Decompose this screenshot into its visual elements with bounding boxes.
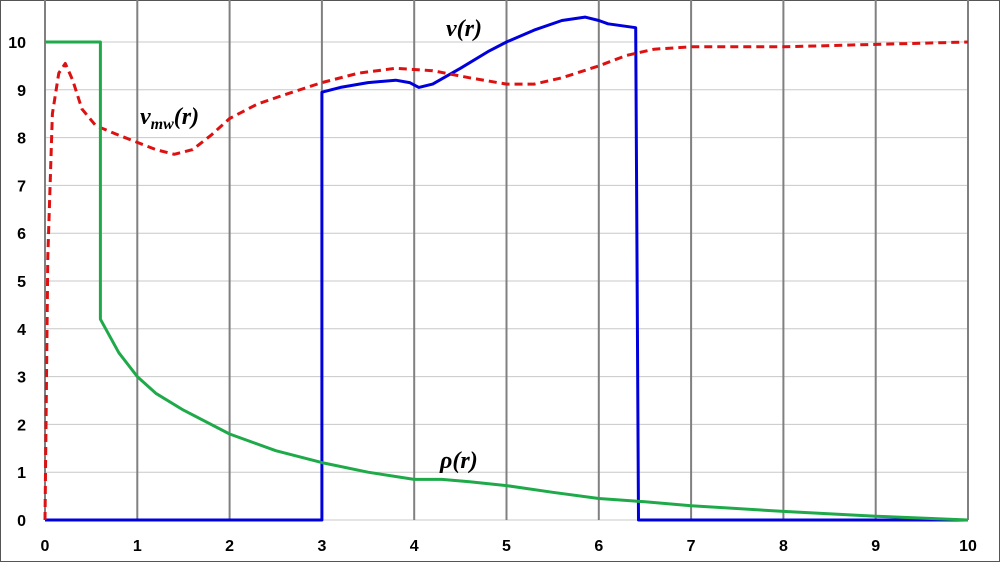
x-tick-label: 4 [410, 538, 419, 555]
x-tick-label: 3 [317, 538, 326, 555]
x-tick-label: 5 [502, 538, 511, 555]
series-line-vmw [43, 40, 969, 521]
y-tick-label: 10 [8, 35, 26, 52]
y-tick-label: 0 [17, 513, 26, 530]
series-label-vmw-sub: mw [151, 116, 174, 133]
series-label-vmw-tail: (r) [174, 104, 199, 130]
x-tick-label: 9 [871, 538, 880, 555]
x-tick-label: 10 [959, 538, 977, 555]
y-tick-label: 2 [17, 417, 26, 434]
grid-layer [44, 0, 969, 521]
y-tick-label: 5 [17, 274, 26, 291]
series-labels: v(r) vmw(r) ρ(r) [140, 16, 482, 474]
y-tick-label: 1 [17, 465, 26, 482]
x-tick-label: 8 [779, 538, 788, 555]
y-tick-label: 9 [17, 83, 26, 100]
x-tick-label: 1 [133, 538, 142, 555]
series-label-v: v(r) [446, 16, 482, 42]
x-tick-label: 0 [41, 538, 50, 555]
y-tick-label: 4 [17, 322, 26, 339]
y-tick-label: 6 [17, 226, 26, 243]
y-tick-label: 7 [17, 178, 26, 195]
series-label-vmw-main: v [140, 104, 151, 130]
x-tick-label: 7 [687, 538, 696, 555]
series-label-vmw: vmw(r) [140, 104, 199, 133]
series-layer [43, 15, 969, 522]
y-tick-label: 3 [17, 370, 26, 387]
x-tick-label: 2 [225, 538, 234, 555]
x-tick-label: 6 [594, 538, 603, 555]
series-label-rho: ρ(r) [439, 448, 478, 474]
series-line-v [45, 15, 968, 522]
y-tick-label: 8 [17, 131, 26, 148]
tick-labels: 0 1 2 3 4 5 6 7 8 9 10 0 1 2 3 4 5 6 7 8 9 10 [8, 35, 977, 555]
series-line-rho [45, 40, 969, 522]
